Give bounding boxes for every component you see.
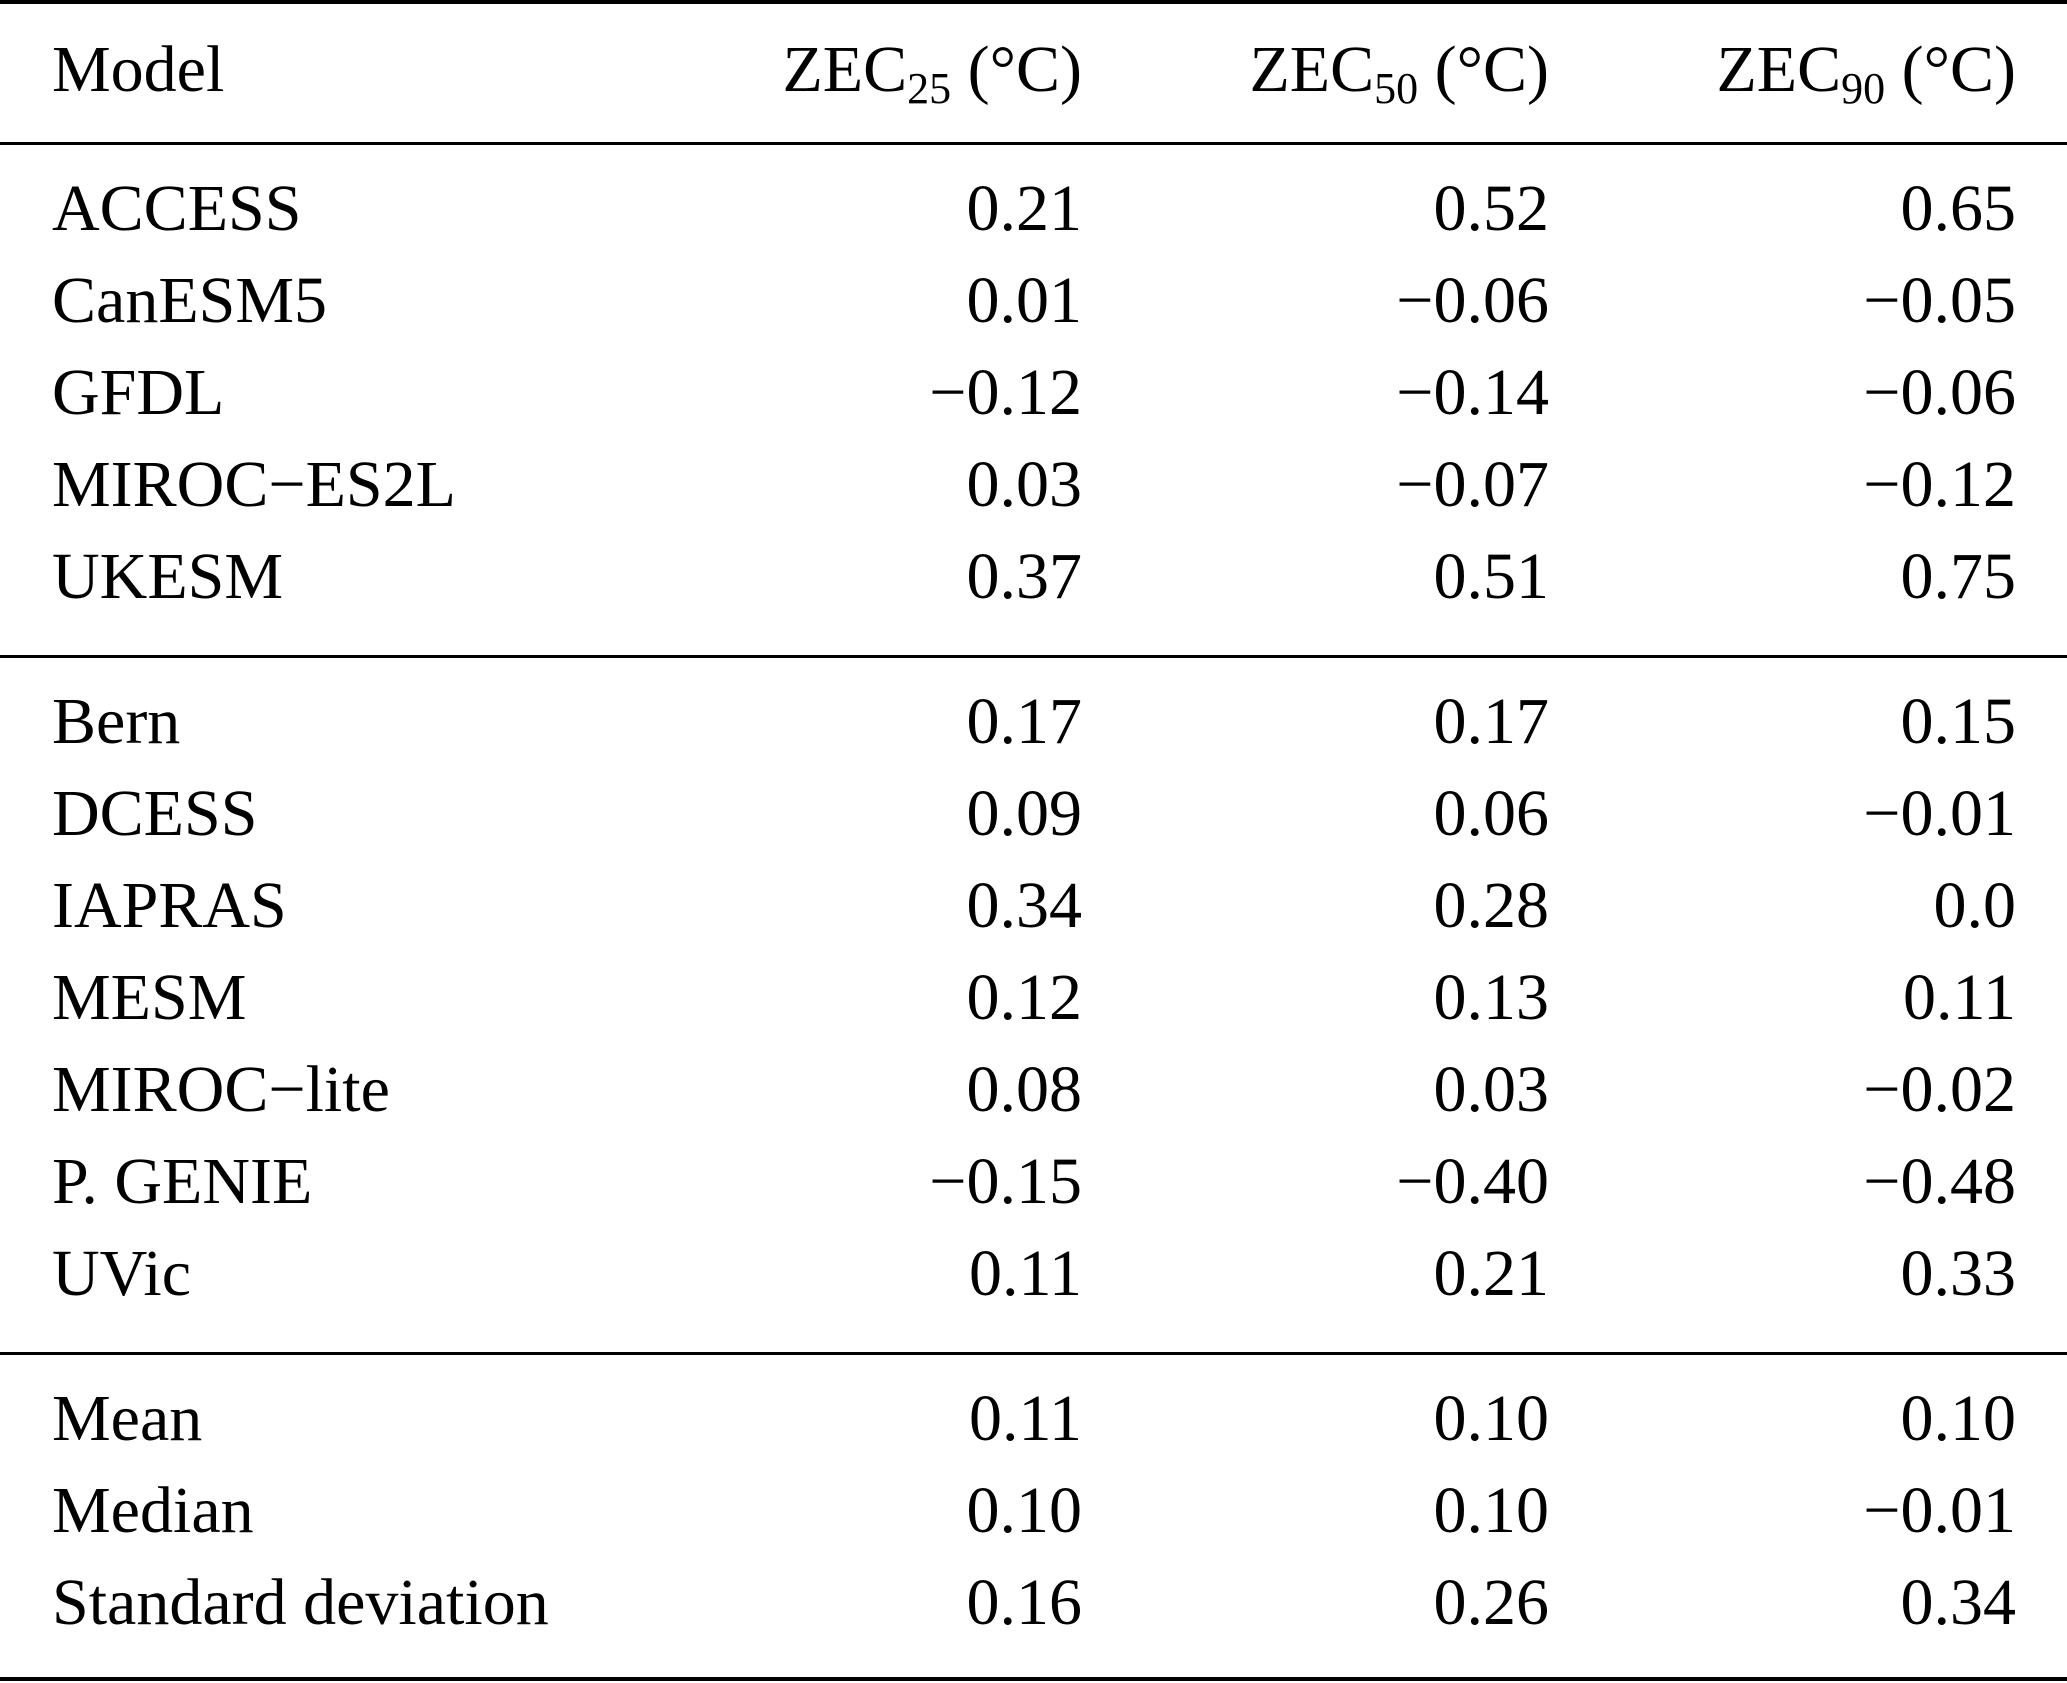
table-row: MIROC−ES2L 0.03 −0.07 −0.12 [0,439,2067,531]
table-row: Median 0.10 0.10 −0.01 [0,1465,2067,1557]
model-cell: CanESM5 [52,264,328,337]
zec25-cell: −0.12 [929,356,1082,429]
model-cell: Standard deviation [52,1566,549,1639]
model-cell: UVic [52,1237,191,1310]
model-cell: DCESS [52,777,258,850]
zec25-cell: 0.37 [966,540,1083,613]
header-model: Model [52,33,225,106]
zec90-cell: 0.65 [1900,172,2017,245]
model-cell: ACCESS [52,172,302,245]
zec90-cell: 0.15 [1900,685,2017,758]
zec90-cell: −0.01 [1863,777,2016,850]
model-cell: Bern [52,685,181,758]
zec25-cell: 0.12 [966,961,1083,1034]
header-zec50: ZEC50 (°C) [1249,33,1549,113]
model-cell: Mean [52,1382,203,1455]
zec50-cell: 0.03 [1433,1053,1550,1126]
zec50-cell: 0.10 [1433,1474,1550,1547]
zec25-cell: 0.11 [968,1382,1082,1455]
zec50-cell: −0.06 [1396,264,1549,337]
zec50-cell: 0.52 [1433,172,1550,245]
zec25-cell: 0.03 [966,448,1083,521]
zec90-cell: −0.48 [1863,1145,2016,1218]
table-row: Bern 0.17 0.17 0.15 [0,676,2067,768]
header-rule [0,142,2067,145]
zec25-cell: 0.10 [966,1474,1083,1547]
header-zec90: ZEC90 (°C) [1716,33,2016,113]
model-cell: P. GENIE [52,1145,313,1218]
table-row: IAPRAS 0.34 0.28 0.0 [0,860,2067,952]
zec90-cell: 0.33 [1900,1237,2017,1310]
bottom-rule [0,1677,2067,1681]
table-row: UKESM 0.37 0.51 0.75 [0,531,2067,623]
zec50-cell: 0.10 [1433,1382,1550,1455]
model-cell: GFDL [52,356,225,429]
zec25-cell: 0.34 [966,869,1083,942]
zec90-cell: −0.05 [1863,264,2016,337]
model-cell: Median [52,1474,254,1547]
zec90-cell: 0.75 [1900,540,2017,613]
group-rule-1 [0,655,2067,658]
model-cell: MESM [52,961,247,1034]
table-row: P. GENIE −0.15 −0.40 −0.48 [0,1136,2067,1228]
header-zec25: ZEC25 (°C) [782,33,1082,113]
table-row: MIROC−lite 0.08 0.03 −0.02 [0,1044,2067,1136]
table-row: UVic 0.11 0.21 0.33 [0,1228,2067,1320]
table-row: DCESS 0.09 0.06 −0.01 [0,768,2067,860]
zec90-cell: 0.34 [1900,1566,2017,1639]
zec25-cell: 0.21 [966,172,1083,245]
zec50-cell: −0.07 [1396,448,1549,521]
zec90-cell: 0.0 [1933,869,2017,942]
table-row: GFDL −0.12 −0.14 −0.06 [0,347,2067,439]
model-cell: IAPRAS [52,869,287,942]
zec50-cell: 0.51 [1433,540,1550,613]
model-cell: UKESM [52,540,284,613]
header-row: Model ZEC25 (°C) ZEC50 (°C) ZEC90 (°C) [0,24,2067,116]
zec25-cell: 0.01 [966,264,1083,337]
group-rule-2 [0,1352,2067,1355]
model-cell: MIROC−ES2L [52,448,456,521]
model-cell: MIROC−lite [52,1053,390,1126]
zec50-cell: −0.40 [1396,1145,1549,1218]
zec50-cell: 0.26 [1433,1566,1550,1639]
zec90-cell: −0.02 [1863,1053,2016,1126]
top-rule [0,0,2067,4]
table-row: MESM 0.12 0.13 0.11 [0,952,2067,1044]
zec25-cell: 0.09 [966,777,1083,850]
zec25-cell: 0.11 [968,1237,1082,1310]
table-row: Standard deviation 0.16 0.26 0.34 [0,1557,2067,1649]
zec25-cell: 0.16 [966,1566,1083,1639]
zec50-cell: 0.06 [1433,777,1550,850]
zec25-cell: 0.17 [966,685,1083,758]
zec50-cell: 0.28 [1433,869,1550,942]
zec90-cell: −0.01 [1863,1474,2016,1547]
zec90-cell: −0.12 [1863,448,2016,521]
table-row: CanESM5 0.01 −0.06 −0.05 [0,255,2067,347]
zec90-cell: 0.11 [1902,961,2016,1034]
zec25-cell: 0.08 [966,1053,1083,1126]
table-row: Mean 0.11 0.10 0.10 [0,1373,2067,1465]
table-row: ACCESS 0.21 0.52 0.65 [0,163,2067,255]
zec25-cell: −0.15 [929,1145,1082,1218]
zec50-cell: 0.17 [1433,685,1550,758]
zec50-cell: 0.21 [1433,1237,1550,1310]
zec50-cell: 0.13 [1433,961,1550,1034]
zec90-cell: −0.06 [1863,356,2016,429]
zec90-cell: 0.10 [1900,1382,2017,1455]
zec50-cell: −0.14 [1396,356,1549,429]
